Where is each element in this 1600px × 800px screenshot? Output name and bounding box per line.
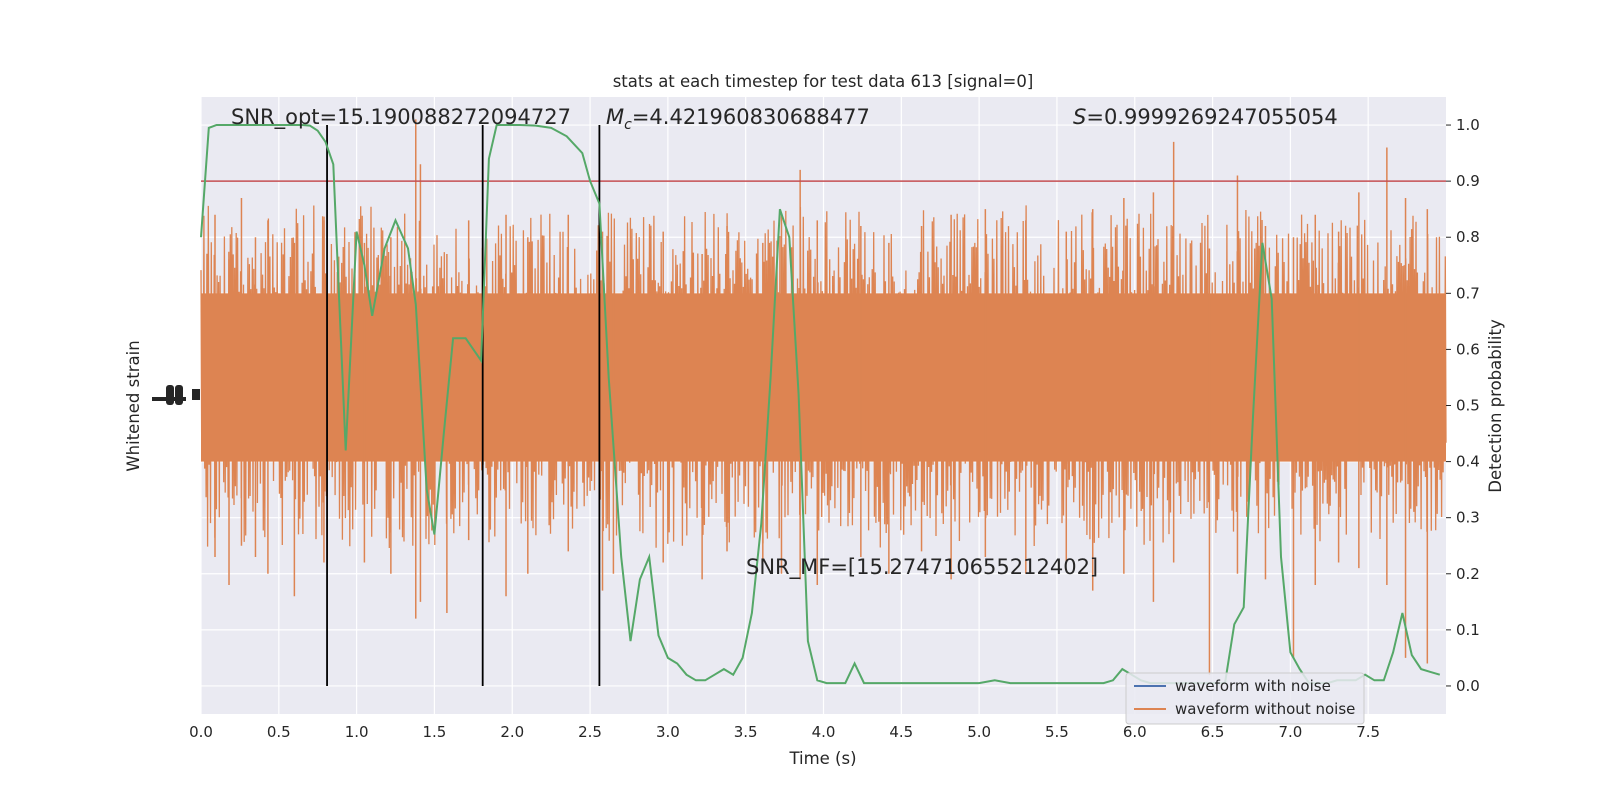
s-symbol: S bbox=[1073, 105, 1086, 129]
x-tick-label: 7.0 bbox=[1278, 723, 1302, 741]
y-right-tick-label: 1.0 bbox=[1456, 116, 1480, 134]
x-tick-label: 2.5 bbox=[578, 723, 602, 741]
y-right-tick-label: 0.6 bbox=[1456, 340, 1480, 358]
x-tick-label: 3.5 bbox=[734, 723, 758, 741]
detection-probability-line bbox=[200, 124, 1441, 685]
y-right-tick-label: 0.2 bbox=[1456, 565, 1480, 583]
legend: waveform with noise waveform without noi… bbox=[1125, 672, 1365, 725]
y-axis-label-right: Detection probability bbox=[1486, 319, 1505, 493]
collapsed-tick-mark bbox=[175, 385, 183, 405]
legend-box bbox=[1125, 672, 1365, 725]
x-tick-label: 5.5 bbox=[1045, 723, 1069, 741]
x-tick-label: 1.5 bbox=[423, 723, 447, 741]
x-tick-label: 1.0 bbox=[345, 723, 369, 741]
collapsed-tick-mark bbox=[192, 389, 200, 400]
annotation-chirp-mass: Mc=4.421960830688477 bbox=[606, 105, 870, 133]
y-right-tick-label: 0.3 bbox=[1456, 509, 1480, 527]
x-tick-label: 3.0 bbox=[656, 723, 680, 741]
legend-label-waveform-with-noise: waveform with noise bbox=[1175, 677, 1331, 695]
annotation-snr-opt: SNR_opt=15.190088272094727 bbox=[231, 105, 571, 130]
x-tick-label: 2.0 bbox=[500, 723, 524, 741]
annotation-s-score: S=0.9999269247055054 bbox=[1073, 105, 1338, 129]
x-tick-label: 5.0 bbox=[967, 723, 991, 741]
y-right-tick-label: 0.9 bbox=[1456, 172, 1480, 190]
y-right-tick-label: 0.0 bbox=[1456, 677, 1480, 695]
y-right-tick-label: 0.7 bbox=[1456, 284, 1480, 302]
x-tick-label: 4.0 bbox=[812, 723, 836, 741]
chart-title: stats at each timestep for test data 613… bbox=[613, 72, 1034, 91]
y-right-tick-label: 0.8 bbox=[1456, 228, 1480, 246]
x-tick-label: 6.0 bbox=[1123, 723, 1147, 741]
x-tick-label: 0.0 bbox=[189, 723, 213, 741]
y-right-tick-label: 0.5 bbox=[1456, 397, 1480, 415]
strain-series-waveform-without-noise bbox=[200, 119, 1447, 675]
x-tick-label: 7.5 bbox=[1356, 723, 1380, 741]
x-axis-label: Time (s) bbox=[788, 749, 856, 768]
y-right-tick-label: 0.4 bbox=[1456, 453, 1480, 471]
collapsed-tick-mark bbox=[166, 385, 174, 405]
chirp-mass-subscript: c bbox=[624, 117, 632, 133]
tick-labels: 0.0 0.5 1.0 1.5 2.0 2.5 3.0 3.5 4.0 4.5 5.0 5.5 6.0 6… bbox=[189, 116, 1480, 741]
chirp-mass-value: =4.421960830688477 bbox=[632, 105, 870, 129]
s-value: =0.9999269247055054 bbox=[1086, 105, 1337, 129]
strain-core-band bbox=[201, 293, 1446, 462]
x-tick-label: 0.5 bbox=[267, 723, 291, 741]
y-right-tick-label: 0.1 bbox=[1456, 621, 1480, 639]
annotation-snr-mf: SNR_MF=[15.274710655212402] bbox=[746, 555, 1098, 580]
chirp-mass-symbol: M bbox=[606, 105, 624, 129]
x-tick-label: 6.5 bbox=[1201, 723, 1225, 741]
legend-label-waveform-without-noise: waveform without noise bbox=[1175, 700, 1355, 718]
x-tick-label: 4.5 bbox=[889, 723, 913, 741]
left-axis-collapsed-ticks bbox=[152, 385, 200, 405]
probability-series bbox=[200, 124, 1441, 685]
y-axis-label-left: Whitened strain bbox=[124, 340, 143, 471]
